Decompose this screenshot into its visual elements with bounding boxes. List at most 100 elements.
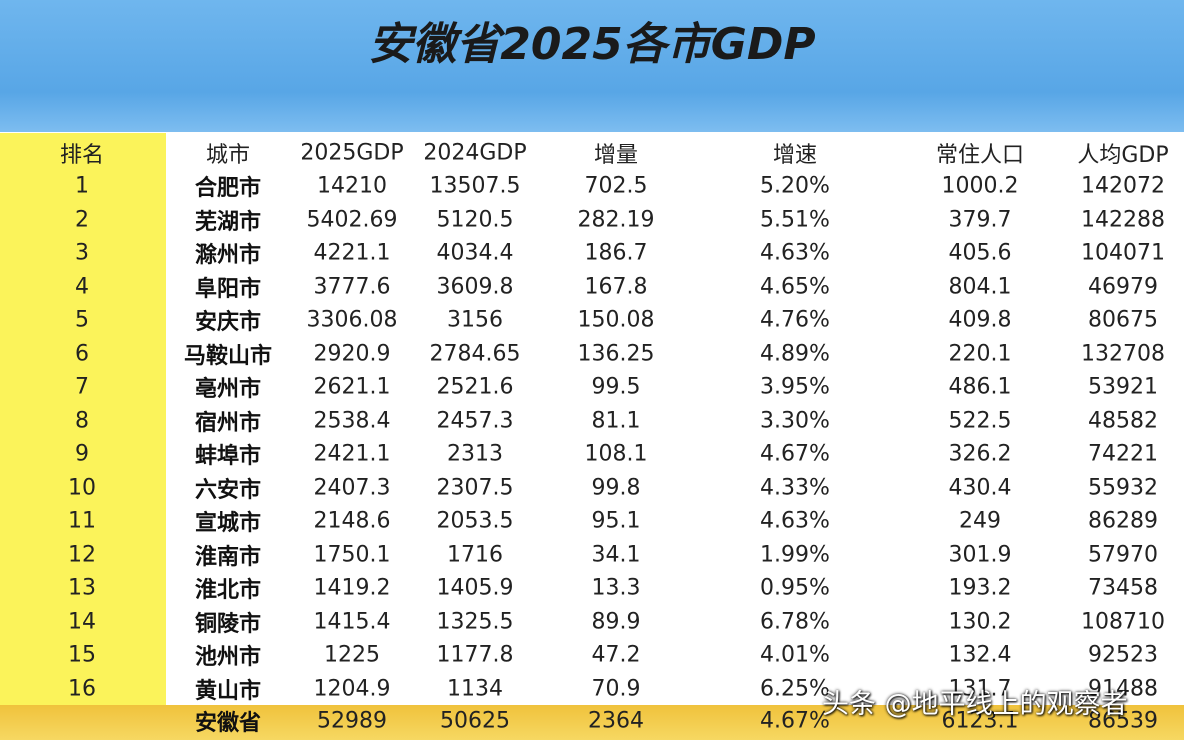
table-cell: 81.1 (591, 408, 641, 433)
city-cell: 阜阳市 (194, 276, 262, 302)
table-cell: 1325.5 (436, 609, 514, 634)
table-cell: 486.1 (948, 374, 1012, 400)
city-cell: 蚌埠市 (194, 444, 262, 469)
table-cell: 136.25 (577, 341, 655, 366)
table-cell: 167.8 (584, 274, 648, 299)
header-cell: 2025GDP (300, 140, 404, 166)
table-cell: 48582 (1088, 408, 1158, 433)
table-cell: 1415.4 (313, 609, 391, 634)
title: 安徽省2025各市GDP (368, 19, 816, 70)
table-cell: 74221 (1088, 441, 1158, 467)
table-cell: 301.9 (948, 542, 1012, 567)
table-cell: 80675 (1088, 307, 1158, 333)
table-cell: 104071 (1081, 240, 1165, 266)
table-cell: 2538.4 (313, 408, 391, 433)
table-cell: 91488 (1088, 676, 1158, 701)
table-cell: 326.2 (948, 441, 1012, 467)
table-cell: 5.51% (760, 207, 830, 232)
table-cell: 131.7 (948, 676, 1012, 701)
city-cell: 池州市 (194, 645, 262, 670)
table-cell: 3777.6 (313, 274, 391, 299)
table-cell: 405.6 (948, 240, 1012, 266)
total-cell: 52989 (317, 708, 387, 734)
city-cell: 宣城市 (194, 511, 262, 536)
table-cell: 2407.3 (313, 475, 391, 500)
table-cell: 4 (75, 274, 89, 299)
table-cell: 12 (68, 542, 96, 567)
table-cell: 10 (68, 475, 96, 500)
table-cell: 4.76% (760, 307, 830, 333)
table-cell: 1750.1 (313, 542, 391, 567)
city-cell: 铜陵市 (194, 611, 262, 637)
table-cell: 130.2 (948, 609, 1012, 634)
table-cell: 2421.1 (313, 441, 391, 467)
table-cell: 3306.08 (306, 307, 398, 333)
total-cell: 6123.1 (941, 708, 1019, 734)
table-cell: 1225 (324, 642, 380, 668)
table-cell: 132.4 (948, 642, 1012, 668)
table-cell: 4.67% (760, 441, 830, 467)
table-cell: 2521.6 (436, 374, 514, 400)
header-cell: 2024GDP (423, 140, 527, 166)
city-cell: 马鞍山市 (183, 343, 273, 369)
table-cell: 57970 (1088, 542, 1158, 567)
table-cell: 89.9 (591, 609, 641, 634)
table-cell: 99.8 (591, 475, 641, 500)
table-cell: 220.1 (948, 341, 1012, 366)
table-cell: 4034.4 (436, 240, 514, 266)
table-cell: 4221.1 (313, 240, 391, 266)
table-cell: 86289 (1088, 508, 1158, 534)
header-cell: 人均GDP (1077, 143, 1169, 168)
table-cell: 3609.8 (436, 274, 514, 299)
table-cell: 3 (75, 240, 89, 266)
city-cell: 亳州市 (194, 377, 262, 402)
table-cell: 2148.6 (313, 508, 391, 534)
total-label: 安徽省 (194, 711, 262, 736)
table-cell: 1204.9 (313, 676, 391, 701)
city-cell: 滁州市 (194, 243, 262, 268)
table-cell: 3156 (447, 307, 503, 333)
total-cell: 2364 (588, 708, 644, 734)
table-cell: 1405.9 (436, 575, 514, 601)
city-cell: 六安市 (194, 477, 262, 503)
table-cell: 249 (959, 508, 1001, 534)
table-cell: 6 (75, 341, 89, 366)
table-cell: 4.89% (760, 341, 830, 366)
city-cell: 合肥市 (194, 176, 262, 201)
header-cell: 排名 (59, 143, 105, 168)
header-cell: 增量 (593, 143, 639, 168)
table-cell: 1716 (447, 542, 503, 567)
table-cell: 3.95% (760, 374, 830, 400)
table-cell: 6.25% (760, 676, 830, 701)
table-cell: 150.08 (577, 307, 655, 333)
table-cell: 1000.2 (941, 173, 1019, 199)
table-cell: 2313 (447, 441, 503, 467)
table-cell: 142288 (1081, 207, 1165, 232)
table-cell: 15 (68, 642, 96, 668)
city-cell: 淮北市 (194, 578, 262, 603)
table-cell: 142072 (1081, 173, 1165, 199)
table-cell: 14 (68, 609, 96, 634)
table-cell: 13507.5 (429, 173, 521, 199)
table-cell: 193.2 (948, 575, 1012, 601)
table-cell: 0.95% (760, 575, 830, 601)
table-cell: 2 (75, 207, 89, 232)
rank-column-bg (0, 133, 166, 705)
table-cell: 4.63% (760, 240, 830, 266)
table-cell: 409.8 (948, 307, 1012, 333)
table-cell: 379.7 (948, 207, 1012, 232)
table-cell: 73458 (1088, 575, 1158, 601)
watermark: 头条 @地平线上的观察者 (822, 689, 1128, 720)
table-cell: 1177.8 (436, 642, 514, 668)
city-cell: 宿州市 (194, 410, 262, 436)
table-cell: 2784.65 (429, 341, 521, 366)
table-cell: 702.5 (584, 173, 648, 199)
table-cell: 16 (68, 676, 96, 701)
table-cell: 47.2 (591, 642, 641, 668)
table-cell: 186.7 (584, 240, 648, 266)
table-cell: 4.01% (760, 642, 830, 668)
table-cell: 430.4 (948, 475, 1012, 500)
header-cell: 城市 (205, 143, 251, 168)
table-cell: 2053.5 (436, 508, 514, 534)
